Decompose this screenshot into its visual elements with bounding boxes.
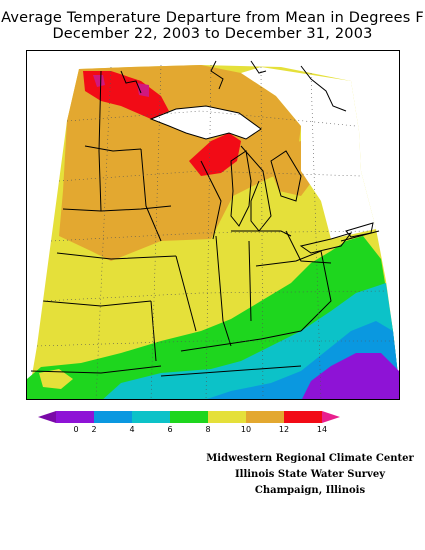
legend-swatch [94, 411, 132, 423]
legend-swatch [284, 411, 322, 423]
lat-lon-grid [36, 64, 394, 399]
legend-tick-label: 14 [316, 425, 328, 434]
map-title: Average Temperature Departure from Mean … [1, 10, 424, 26]
state-boundaries [30, 70, 380, 377]
legend-tick-label: 8 [205, 425, 211, 434]
map-date-range: December 22, 2003 to December 31, 2003 [52, 26, 373, 42]
legend-tick-label: 2 [91, 425, 97, 434]
map-svg [27, 60, 399, 399]
legend-left-arrow [38, 411, 56, 423]
map-region-purple [302, 353, 399, 399]
lake-superior-white [151, 106, 261, 139]
legend-tick-label: 6 [167, 425, 173, 434]
legend-swatch [132, 411, 170, 423]
map-region-green-southwest [39, 369, 73, 389]
legend-swatch [208, 411, 246, 423]
lake-outlines [149, 105, 374, 254]
legend-tick-label: 0 [73, 425, 79, 434]
credit-survey: Illinois State Water Survey [234, 469, 386, 480]
legend-swatch [56, 411, 94, 423]
legend-tick-label: 12 [278, 425, 290, 434]
color-scale-legend [38, 411, 340, 423]
legend-tick-label: 10 [240, 425, 252, 434]
temperature-departure-map [26, 50, 400, 400]
credit-organization: Midwestern Regional Climate Center [206, 453, 414, 464]
legend-tick-label: 4 [129, 425, 135, 434]
credit-location: Champaign, Illinois [254, 485, 366, 496]
legend-swatch [246, 411, 284, 423]
map-region-red-upper-michigan [189, 133, 241, 176]
legend-swatch [170, 411, 208, 423]
canada-coastline [120, 60, 347, 112]
legend-right-arrow [322, 411, 340, 423]
